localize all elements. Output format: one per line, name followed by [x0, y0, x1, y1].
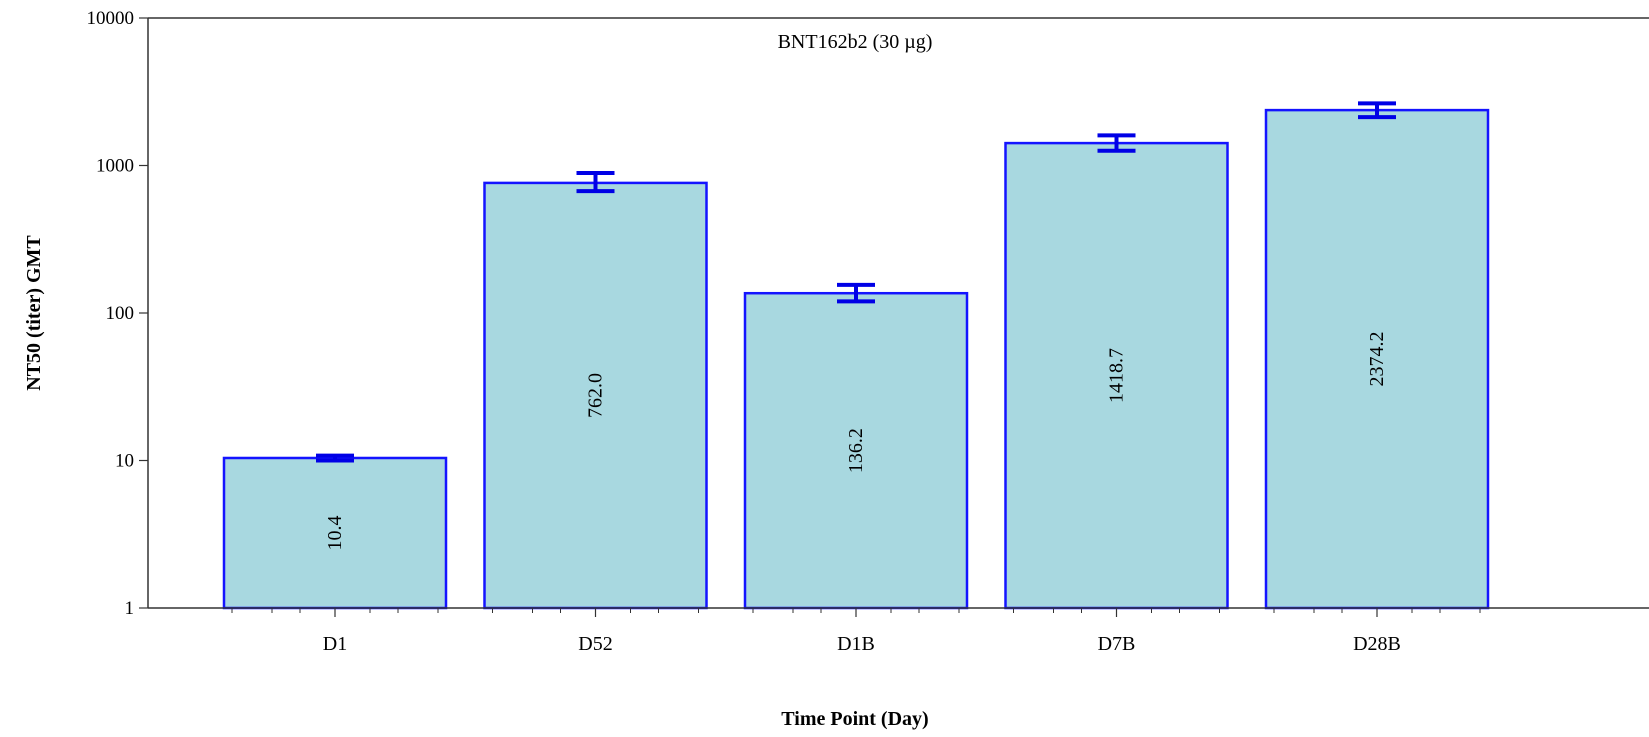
x-tick-label: D52 [578, 633, 612, 655]
bar-value-label: 2374.2 [1366, 332, 1388, 387]
y-tick-label: 100 [106, 303, 135, 324]
bar-value-label: 1418.7 [1106, 348, 1128, 403]
chart-title: BNT162b2 (30 µg) [778, 31, 933, 53]
x-axis-title: Time Point (Day) [781, 708, 928, 730]
y-tick-label: 10 [115, 451, 134, 472]
y-tick-label: 1000 [96, 156, 134, 177]
bar-value-label: 136.2 [845, 428, 867, 473]
x-tick-label: D7B [1098, 633, 1136, 655]
y-tick-label: 1 [125, 598, 135, 619]
bars-layer: 10.4 762.0 136.2 1418.7 2374.2 [224, 110, 1488, 608]
bar-value-label: 762.0 [585, 373, 607, 418]
x-tick-label: D1B [837, 633, 875, 655]
bar-value-label: 10.4 [324, 515, 346, 550]
y-tick-label: 10000 [87, 8, 135, 29]
y-axis-title: NT50 (titer) GMT [23, 235, 45, 391]
x-tick-label: D28B [1353, 633, 1401, 655]
x-tick-label: D1 [323, 633, 347, 655]
